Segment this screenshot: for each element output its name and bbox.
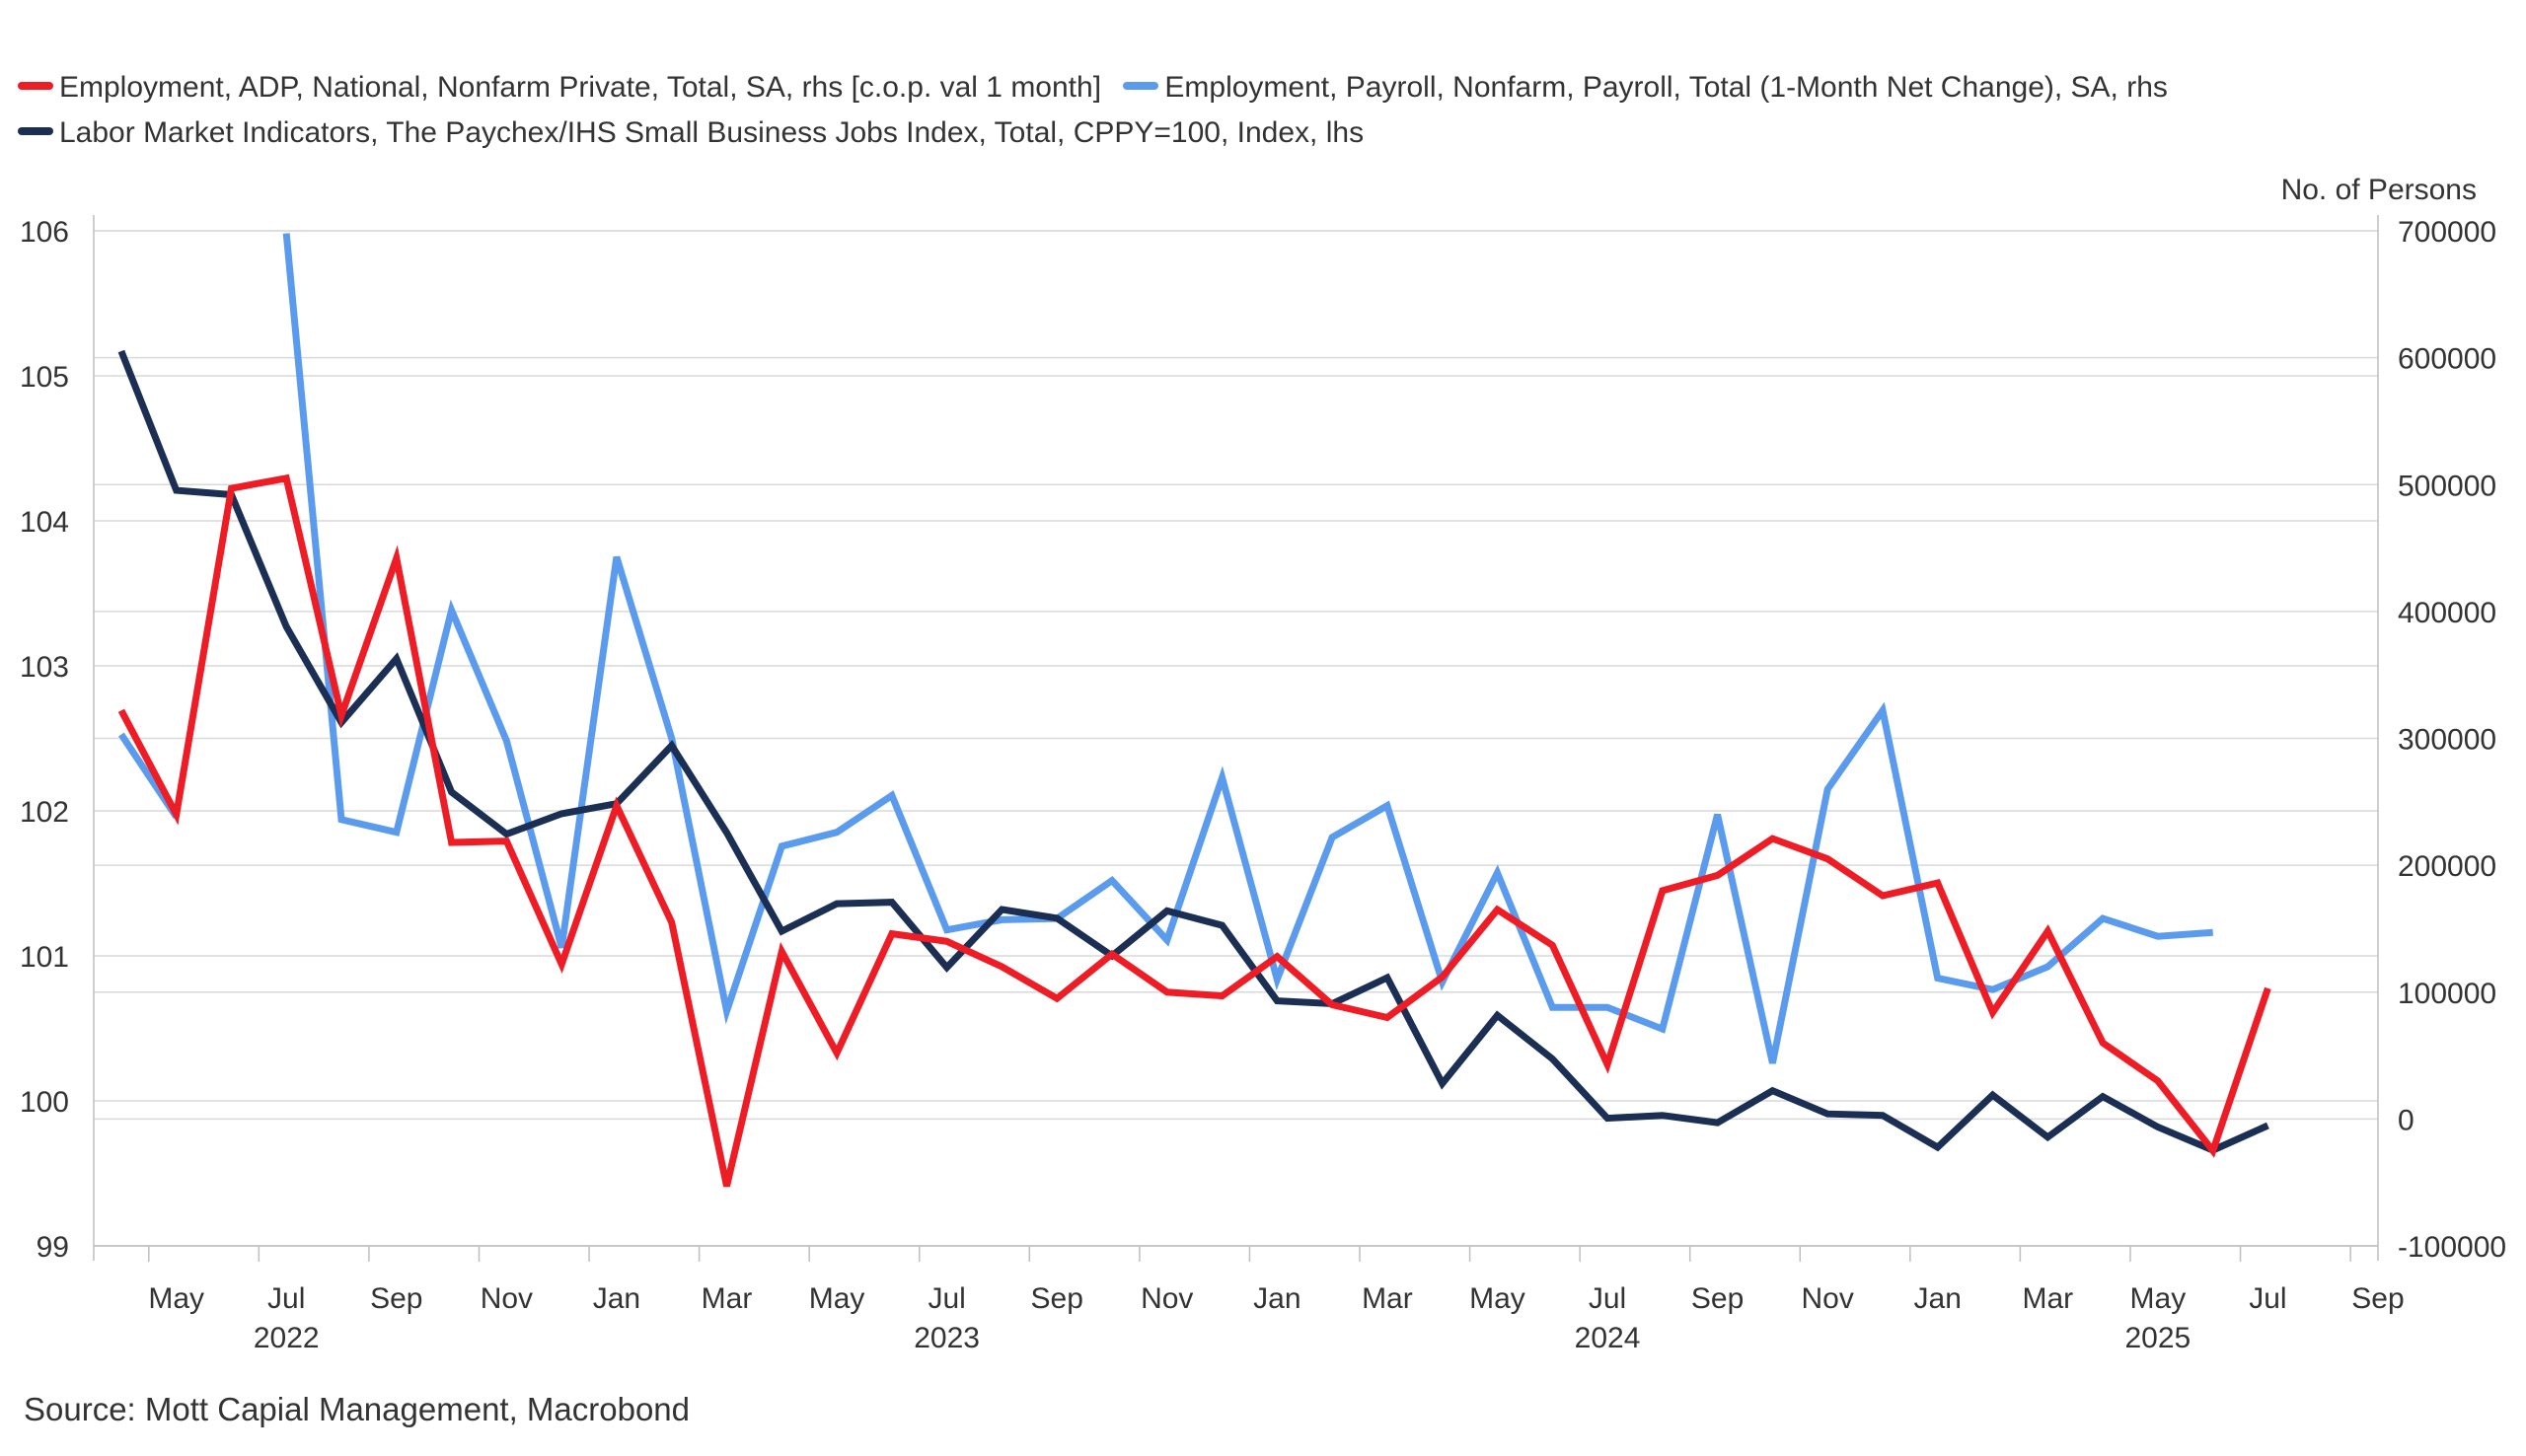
x-year-label: 2024 [1575, 1322, 1641, 1354]
left-tick-label: 104 [20, 506, 69, 539]
x-tick-label: Sep [370, 1282, 422, 1315]
legend-row-2: Labor Market Indicators, The Paychex/IHS… [18, 110, 2485, 156]
legend-swatch-navy [18, 127, 53, 136]
x-tick-label: Jan [1253, 1282, 1300, 1315]
x-tick-label: Sep [1031, 1282, 1083, 1315]
x-tick-label: Jul [267, 1282, 305, 1315]
axes [93, 215, 2379, 1262]
x-tick-label: Jan [593, 1282, 640, 1315]
right-tick-label: -100000 [2398, 1231, 2506, 1264]
x-tick-label: May [809, 1282, 865, 1315]
legend-item-payroll: Employment, Payroll, Nonfarm, Payroll, T… [1123, 65, 2168, 110]
series-payroll-line-seg1 [282, 233, 2213, 1064]
right-tick-label: 0 [2398, 1104, 2415, 1136]
source-note: Source: Mott Capial Management, Macrobon… [24, 1391, 691, 1427]
right-tick-label: 100000 [2398, 978, 2496, 1010]
right-tick-label: 600000 [2398, 343, 2496, 376]
legend-swatch-blue [1123, 82, 1159, 91]
left-tick-label: 99 [37, 1231, 69, 1264]
x-tick-label: Jul [1589, 1282, 1626, 1315]
right-tick-label: 500000 [2398, 470, 2496, 502]
left-tick-label: 101 [20, 941, 69, 974]
tick-labels: 99 100 101 102 103 104 105 106 -100000 0 100000 200… [20, 174, 2506, 1354]
x-tick-label: Jul [2249, 1282, 2286, 1315]
legend-row-1: Employment, ADP, National, Nonfarm Priva… [18, 65, 2485, 110]
legend-swatch-red [18, 82, 53, 91]
legend-label-payroll: Employment, Payroll, Nonfarm, Payroll, T… [1164, 71, 2168, 104]
gridlines [94, 230, 2378, 1247]
x-tick-label: Sep [1691, 1282, 1744, 1315]
legend-item-adp: Employment, ADP, National, Nonfarm Priva… [18, 65, 1101, 110]
legend: Employment, ADP, National, Nonfarm Priva… [18, 65, 2485, 156]
x-tick-label: Mar [2022, 1282, 2073, 1315]
x-tick-label: Sep [2351, 1282, 2404, 1315]
right-tick-label: 400000 [2398, 597, 2496, 629]
x-tick-label: May [1469, 1282, 1525, 1315]
left-tick-label: 100 [20, 1086, 69, 1119]
x-tick-label: Jan [1914, 1282, 1962, 1315]
legend-label-paychex: Labor Market Indicators, The Paychex/IHS… [59, 116, 1365, 149]
series-adp-line [117, 473, 2271, 1188]
x-tick-label: May [2130, 1282, 2187, 1315]
legend-item-paychex: Labor Market Indicators, The Paychex/IHS… [18, 110, 1364, 156]
series-paychex-line [117, 349, 2269, 1154]
x-tick-label: Mar [702, 1282, 753, 1315]
right-tick-label: 300000 [2398, 724, 2496, 757]
right-axis-title: No. of Persons [2281, 174, 2477, 206]
x-tick-label: Mar [1362, 1282, 1413, 1315]
x-year-label: 2023 [914, 1322, 980, 1354]
x-tick-label: Nov [1141, 1282, 1193, 1315]
right-tick-label: 700000 [2398, 216, 2496, 249]
series-lines [117, 233, 2271, 1188]
x-year-label: 2022 [254, 1322, 320, 1354]
x-tick-label: Jul [928, 1282, 965, 1315]
left-tick-label: 105 [20, 361, 69, 394]
left-tick-label: 106 [20, 216, 69, 249]
x-tick-label: Nov [1801, 1282, 1853, 1315]
x-year-label: 2025 [2124, 1322, 2191, 1354]
left-tick-label: 102 [20, 796, 69, 829]
x-tick-label: Nov [481, 1282, 533, 1315]
legend-label-adp: Employment, ADP, National, Nonfarm Priva… [59, 71, 1102, 104]
x-tick-label: May [148, 1282, 204, 1315]
right-tick-label: 200000 [2398, 850, 2496, 883]
left-tick-label: 103 [20, 651, 69, 684]
